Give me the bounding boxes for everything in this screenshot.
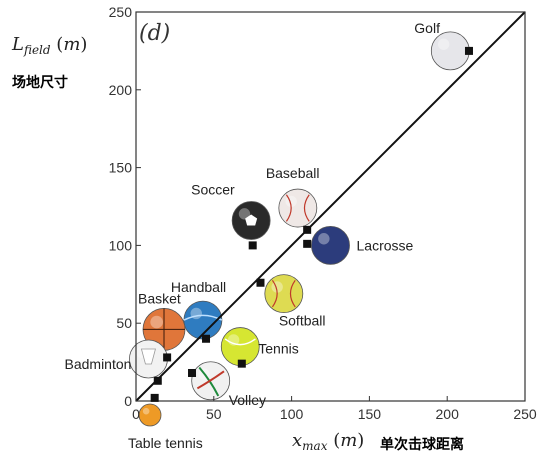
x-tick-label: 200 [436,406,460,422]
data-point [256,278,265,287]
data-point [153,376,162,385]
svg-text:Lfield (m): Lfield (m) [11,34,87,57]
data-point [237,359,246,368]
y-tick-label: 100 [109,237,133,253]
data-points [150,46,473,402]
sport-label: Volley [229,392,266,408]
svg-text:xmax (m): xmax (m) [292,430,364,453]
data-point [150,393,159,402]
data-point [303,225,312,234]
sport-balls [129,31,470,427]
soccer-ball-icon [231,201,271,240]
data-point [163,353,172,362]
parity-diagonal-line [135,11,526,402]
data-point [202,334,211,343]
softball-icon [264,274,304,314]
axis-ticks: 0 50 100 150 200 250 0 50 100 150 200 250 [109,4,537,422]
sport-label: Softball [279,313,326,329]
panel-tag: (d) [139,21,170,46]
sport-label: Golf [414,20,440,36]
baseball-icon [278,188,318,228]
data-point [188,368,197,377]
y-tick-label: 150 [109,160,133,176]
x-tick-label: 250 [513,406,537,422]
table-tennis-ball-icon [138,403,162,427]
sport-label: Lacrosse [357,237,414,253]
y-tick-label: 250 [109,4,133,20]
sport-label: Tennis [258,341,298,357]
data-point [248,241,257,250]
sport-label: Basket [138,290,181,306]
x-axis-title: xmax (m) [292,430,364,453]
shuttlecock-icon [129,339,168,379]
lacrosse-ball-icon [311,225,350,265]
x-tick-label: 0 [132,406,140,422]
data-point [303,239,312,248]
y-axis-title: Lfield (m) [11,34,87,57]
y-tick-label: 0 [124,393,132,409]
x-tick-label: 150 [358,406,382,422]
y-tick-label: 50 [116,315,132,331]
volleyball-icon [191,361,231,401]
sport-label: Baseball [266,165,320,181]
sport-label: Handball [171,279,226,295]
x-axis-title-cn: 单次击球距离 [380,436,464,453]
y-tick-label: 200 [109,82,133,98]
data-point [464,46,473,55]
x-tick-label: 100 [280,406,304,422]
sport-label: Table tennis [128,435,203,451]
sport-label: Badminton [65,356,132,372]
golf-ball-icon [430,31,470,71]
sport-label: Soccer [191,182,235,198]
plot-frame [135,11,526,402]
y-axis-title-cn: 场地尺寸 [12,74,68,91]
x-tick-label: 50 [206,406,222,422]
sport-labels: Golf Baseball Soccer Lacrosse Handball Softba… [65,20,441,451]
